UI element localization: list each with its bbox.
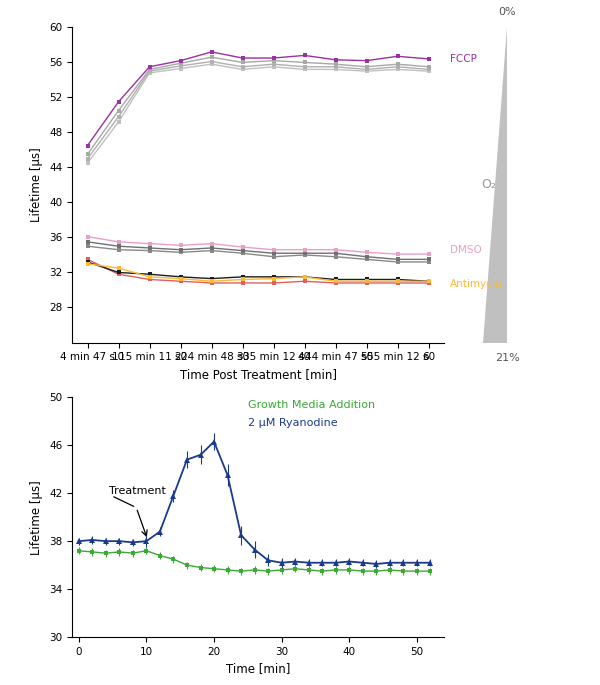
Text: 0%: 0% [498,7,516,17]
Text: O₂: O₂ [482,179,496,191]
Text: Antimycin: Antimycin [450,279,503,289]
Y-axis label: Lifetime [µs]: Lifetime [µs] [31,479,43,555]
X-axis label: Time [min]: Time [min] [226,662,290,675]
Text: 21%: 21% [494,353,520,363]
Text: FCCP: FCCP [450,54,477,64]
Text: Treatment: Treatment [109,486,166,496]
Text: Growth Media Addition: Growth Media Addition [248,400,375,410]
X-axis label: Time Post Treatment [min]: Time Post Treatment [min] [179,368,337,381]
Text: DMSO: DMSO [450,245,482,255]
Text: 2 µM Ryanodine: 2 µM Ryanodine [248,418,337,427]
Y-axis label: Lifetime [µs]: Lifetime [µs] [31,147,43,223]
